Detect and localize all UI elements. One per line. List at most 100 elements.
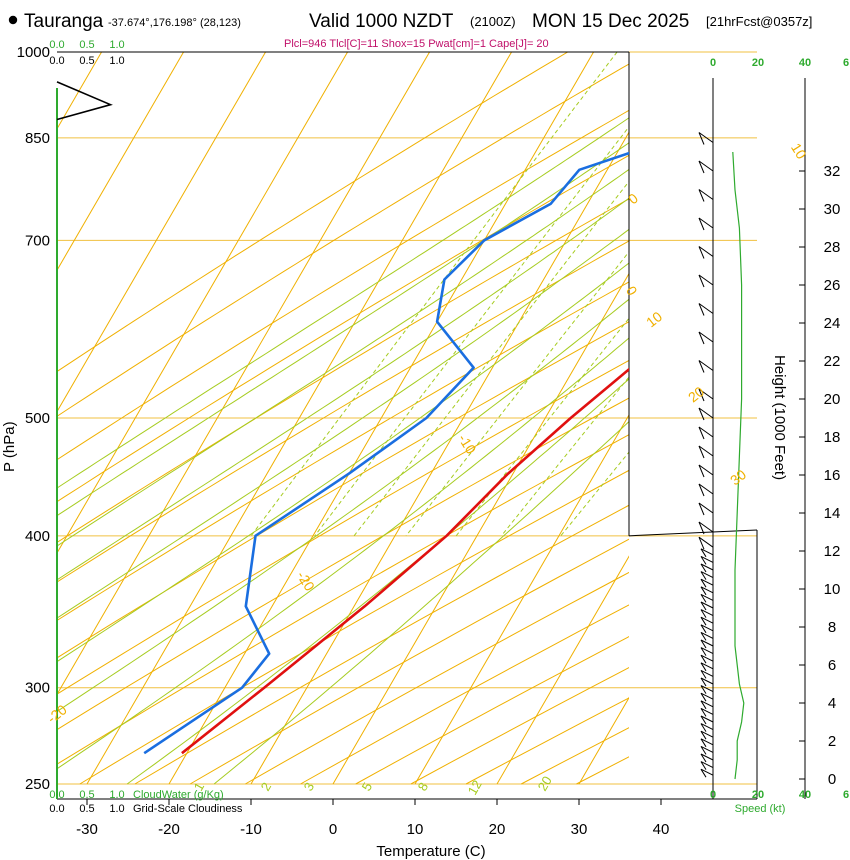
station-bullet bbox=[8, 15, 18, 25]
wind-barb-staff bbox=[700, 647, 714, 655]
cloud-bottom-black-label: 0.0 bbox=[49, 803, 64, 815]
dry-adiabat-line bbox=[57, 321, 629, 659]
isotherm-label: 0 bbox=[623, 283, 641, 298]
wind-barb-flag bbox=[700, 578, 707, 588]
dry-adiabat-line bbox=[79, 469, 629, 785]
height-tick-label: 4 bbox=[828, 695, 836, 712]
wind-barb-staff bbox=[700, 639, 714, 647]
dry-adiabat-line bbox=[189, 538, 629, 785]
isotherm-line bbox=[168, 52, 594, 785]
height-tick-label: 18 bbox=[824, 429, 841, 446]
height-tick-label: 8 bbox=[828, 619, 836, 636]
height-tick-label: 28 bbox=[824, 239, 841, 256]
isotherm-line bbox=[57, 52, 430, 696]
wind-barb-flag bbox=[700, 632, 707, 641]
isotherm-label: -20 bbox=[294, 568, 318, 594]
wind-barb-staff bbox=[700, 662, 714, 670]
wind-barb-flag bbox=[700, 624, 707, 634]
wind-barb-flag bbox=[700, 738, 707, 748]
wind-barb-flag bbox=[698, 502, 705, 516]
height-tick-label: 6 bbox=[828, 657, 836, 674]
pressure-tick-850: 850 bbox=[25, 130, 50, 147]
mixing-ratio-label: 3 bbox=[301, 780, 318, 794]
wind-barb-staff bbox=[700, 578, 714, 586]
wind-barb-staff bbox=[700, 631, 714, 639]
isotherm-line bbox=[57, 52, 266, 413]
cloud-top-black-label: 0.0 bbox=[49, 55, 64, 67]
wind-barb-flag bbox=[698, 537, 705, 550]
wind-bottom-tick: 40 bbox=[799, 789, 811, 801]
wind-barb-flag bbox=[700, 730, 707, 740]
cloud-layer-profile bbox=[56, 81, 113, 121]
grid-cloudiness-label: Grid-Scale Cloudiness bbox=[133, 803, 243, 815]
isotherm-line bbox=[743, 52, 850, 784]
temperature-line bbox=[181, 367, 629, 755]
moist-adiabat-line bbox=[57, 337, 629, 770]
wind-barb-flag bbox=[698, 331, 705, 345]
cloud-panel bbox=[56, 81, 113, 121]
wind-barb-staff bbox=[700, 685, 714, 693]
height-tick-label: 14 bbox=[824, 505, 841, 522]
x-axis-title: Temperature (C) bbox=[376, 843, 485, 860]
mixing-ratio-line bbox=[353, 180, 629, 537]
dry-adiabat-line bbox=[57, 281, 629, 621]
pressure-tick-400: 400 bbox=[25, 528, 50, 545]
wind-barb-staff bbox=[700, 616, 714, 624]
wind-barb-staff bbox=[698, 189, 714, 200]
mixing-ratio-label: 12 bbox=[465, 777, 485, 797]
wind-barb-flag bbox=[700, 639, 707, 649]
wind-barb-flag bbox=[698, 303, 705, 316]
wind-bottom-tick: 0 bbox=[710, 789, 716, 801]
wind-barb-staff bbox=[700, 677, 714, 685]
x-tick-label: -30 bbox=[76, 821, 98, 838]
wind-top-tick: 40 bbox=[799, 57, 811, 69]
dry-adiabat-line bbox=[57, 63, 629, 417]
wind-barb-staff bbox=[698, 132, 714, 143]
forecast-run: [21hrFcst@0357z] bbox=[706, 14, 812, 29]
wind-barb-flag bbox=[700, 662, 707, 672]
wind-barb-staff bbox=[698, 445, 714, 457]
mixing-ratio-label: 5 bbox=[359, 780, 376, 794]
isotherm-label: -10 bbox=[455, 431, 479, 457]
wind-barb-flag bbox=[700, 761, 707, 770]
wind-barb-staff bbox=[700, 730, 714, 738]
x-tick-label: -20 bbox=[158, 821, 180, 838]
wind-barb-flag bbox=[698, 464, 705, 478]
adiabat-label: 30 bbox=[727, 466, 749, 488]
dry-adiabat-line bbox=[57, 434, 629, 765]
valid-time: Valid 1000 NZDT bbox=[309, 11, 454, 32]
wind-barb-flag bbox=[698, 388, 705, 402]
wind-barb-staff bbox=[698, 303, 714, 314]
height-tick-label: 10 bbox=[824, 581, 841, 598]
wind-barb-flag bbox=[698, 407, 705, 421]
dewpoint-line bbox=[143, 151, 629, 755]
isotherm-line bbox=[86, 52, 512, 785]
moist-adiabat-line bbox=[57, 117, 629, 489]
wind-barb-flag bbox=[700, 609, 707, 618]
wind-barb-flag bbox=[700, 677, 707, 687]
sounding-lines bbox=[143, 151, 629, 755]
wind-barb-staff bbox=[700, 692, 714, 700]
x-tick-label: 0 bbox=[329, 821, 337, 838]
wind-barb-flag bbox=[700, 571, 707, 580]
wind-barb-staff bbox=[700, 753, 714, 761]
wind-barb-flag bbox=[700, 556, 707, 565]
wind-barb-flag bbox=[700, 700, 707, 710]
pressure-tick-300: 300 bbox=[25, 680, 50, 697]
wind-barb-staff bbox=[700, 715, 714, 723]
wind-barb-flag bbox=[700, 685, 707, 694]
mixing-ratio-line bbox=[314, 126, 629, 537]
isotherm-line bbox=[496, 555, 629, 785]
cloud-water-label: CloudWater (g/Kg) bbox=[133, 789, 224, 801]
wind-barb-staff bbox=[698, 483, 714, 495]
moist-adiabat-line bbox=[57, 228, 629, 619]
moist-adiabat-line bbox=[57, 262, 629, 663]
wind-barb-flag bbox=[698, 445, 705, 459]
wind-top-tick: 6 bbox=[843, 57, 849, 69]
wind-barb-staff bbox=[700, 555, 714, 563]
height-tick-label: 30 bbox=[824, 201, 841, 218]
moist-adiabat-line bbox=[57, 197, 629, 581]
mixing-ratio-line bbox=[455, 317, 629, 537]
